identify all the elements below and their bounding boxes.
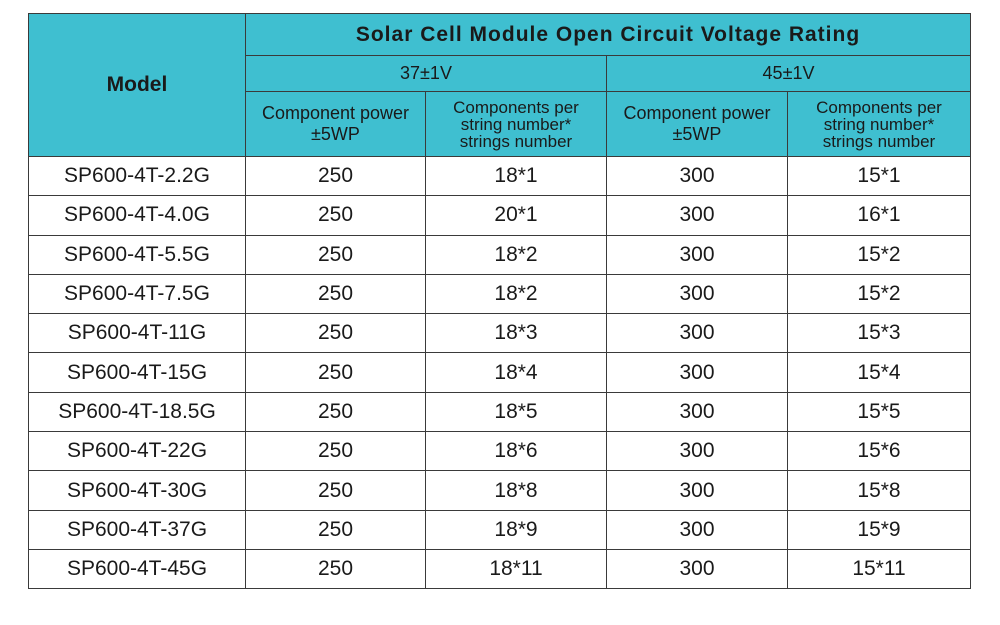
header-line: strings number (822, 131, 936, 151)
power-45v-cell: 300 (606, 155, 788, 197)
power-37v-cell: 250 (245, 195, 426, 236)
strings-45v-cell: 15*8 (786, 470, 972, 511)
strings-37v-cell: 18*3 (425, 313, 607, 354)
power-37v-cell: 250 (245, 313, 426, 354)
header-line: string number* (460, 114, 572, 134)
strings-45v-cell: 15*3 (786, 313, 972, 354)
strings-45v-cell: 16*1 (786, 195, 972, 236)
table-row: SP600-4T-18.5G 250 18*5 300 15*5 (28, 391, 972, 433)
model-header: Model (28, 13, 246, 157)
strings-45v-cell: 15*4 (786, 352, 972, 393)
component-power-header: Component power ±5WP (245, 91, 426, 157)
voltage-rating-table: Model Solar Cell Module Open Circuit Vol… (28, 13, 972, 590)
header-line: strings number (459, 131, 573, 151)
header-line: Component power (261, 103, 410, 123)
strings-45v-cell: 15*2 (786, 273, 972, 315)
strings-37v-cell: 18*4 (425, 352, 607, 393)
strings-45v-cell: 15*5 (786, 391, 972, 433)
power-45v-cell: 300 (606, 470, 788, 511)
strings-45v-cell: 15*1 (786, 155, 972, 197)
header-line: string number* (823, 114, 935, 134)
table-row: SP600-4T-22G 250 18*6 300 15*6 (28, 431, 972, 472)
power-37v-cell: 250 (245, 509, 426, 550)
header-line: Components per (453, 97, 579, 117)
power-45v-cell: 300 (606, 273, 788, 315)
model-cell: SP600-4T-2.2G (28, 155, 246, 197)
strings-37v-cell: 18*2 (425, 273, 607, 315)
header-line: ±5WP (311, 124, 360, 144)
table-row: SP600-4T-11G 250 18*3 300 15*3 (28, 313, 972, 354)
components-per-string-header: Components per string number* strings nu… (425, 91, 607, 157)
power-37v-cell: 250 (245, 548, 426, 590)
model-cell: SP600-4T-18.5G (28, 391, 246, 433)
strings-37v-cell: 18*8 (425, 470, 607, 511)
model-cell: SP600-4T-7.5G (28, 273, 246, 315)
table-row: SP600-4T-15G 250 18*4 300 15*4 (28, 352, 972, 393)
strings-37v-cell: 18*11 (425, 548, 607, 590)
model-cell: SP600-4T-37G (28, 509, 246, 550)
strings-37v-cell: 18*6 (425, 431, 607, 472)
table-row: SP600-4T-7.5G 250 18*2 300 15*2 (28, 273, 972, 315)
component-power-header: Component power ±5WP (606, 91, 788, 157)
power-45v-cell: 300 (606, 431, 788, 472)
strings-37v-cell: 18*9 (425, 509, 607, 550)
model-cell: SP600-4T-5.5G (28, 234, 246, 275)
power-37v-cell: 250 (245, 273, 426, 315)
header-line: Components per (816, 97, 942, 117)
model-cell: SP600-4T-30G (28, 470, 246, 511)
power-37v-cell: 250 (245, 352, 426, 393)
power-45v-cell: 300 (606, 548, 788, 590)
strings-37v-cell: 18*5 (425, 391, 607, 433)
strings-37v-cell: 18*1 (425, 155, 607, 197)
strings-37v-cell: 20*1 (425, 195, 607, 236)
components-per-string-header: Components per string number* strings nu… (786, 91, 972, 157)
power-45v-cell: 300 (606, 195, 788, 236)
model-cell: SP600-4T-4.0G (28, 195, 246, 236)
strings-45v-cell: 15*6 (786, 431, 972, 472)
power-37v-cell: 250 (245, 155, 426, 197)
table-row: SP600-4T-5.5G 250 18*2 300 15*2 (28, 234, 972, 275)
strings-45v-cell: 15*11 (786, 548, 972, 590)
power-37v-cell: 250 (245, 234, 426, 275)
table-header: Model Solar Cell Module Open Circuit Vol… (28, 13, 972, 157)
power-37v-cell: 250 (245, 431, 426, 472)
voltage-group-45v: 45±1V (605, 55, 972, 92)
table-row: SP600-4T-4.0G 250 20*1 300 16*1 (28, 195, 972, 236)
power-45v-cell: 300 (606, 509, 788, 550)
power-37v-cell: 250 (245, 470, 426, 511)
table-body: SP600-4T-2.2G 250 18*1 300 15*1 SP600-4T… (28, 155, 972, 590)
table-row: SP600-4T-30G 250 18*8 300 15*8 (28, 470, 972, 511)
model-cell: SP600-4T-22G (28, 431, 246, 472)
power-45v-cell: 300 (606, 234, 788, 275)
power-45v-cell: 300 (606, 352, 788, 393)
strings-45v-cell: 15*9 (786, 509, 972, 550)
table-row: SP600-4T-45G 250 18*11 300 15*11 (28, 548, 972, 590)
table-title: Solar Cell Module Open Circuit Voltage R… (244, 13, 972, 56)
model-cell: SP600-4T-45G (28, 548, 246, 590)
power-45v-cell: 300 (606, 391, 788, 433)
header-line: Component power (623, 103, 771, 123)
table-row: SP600-4T-2.2G 250 18*1 300 15*1 (28, 155, 972, 197)
model-cell: SP600-4T-15G (28, 352, 246, 393)
table-row: SP600-4T-37G 250 18*9 300 15*9 (28, 509, 972, 550)
strings-37v-cell: 18*2 (425, 234, 607, 275)
strings-45v-cell: 15*2 (786, 234, 972, 275)
header-line: ±5WP (672, 124, 722, 144)
voltage-group-37v: 37±1V (245, 55, 607, 92)
model-cell: SP600-4T-11G (28, 313, 246, 354)
power-45v-cell: 300 (606, 313, 788, 354)
power-37v-cell: 250 (245, 391, 426, 433)
